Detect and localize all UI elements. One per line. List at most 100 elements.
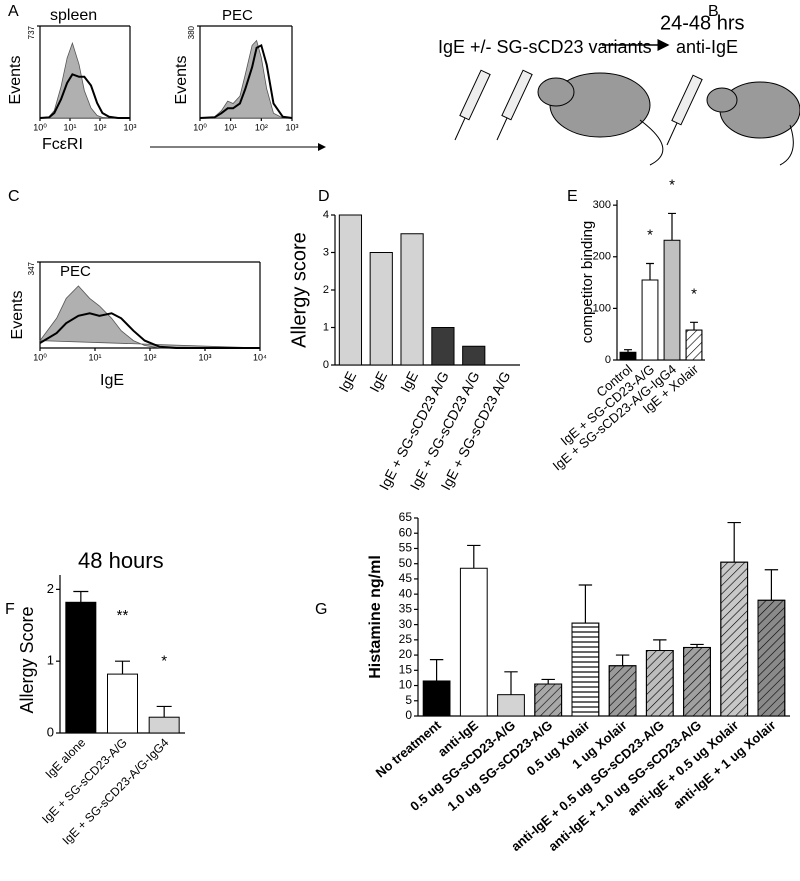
error-bar (690, 321, 698, 331)
y-tick-label: 15 (399, 662, 413, 676)
y-tick-label: 0 (605, 354, 611, 366)
panel-letter: A (8, 3, 19, 20)
error-bar (467, 544, 481, 569)
y-tick-label: 1 (47, 653, 54, 668)
bar (459, 567, 488, 717)
bar (369, 252, 393, 366)
x-tick-label: IgE (335, 369, 359, 395)
y-tick-label: 2 (47, 581, 54, 596)
error-bar (541, 678, 555, 685)
y-tick-label: 55 (399, 541, 413, 555)
histogram-line (39, 73, 130, 119)
y-tick-label: 20 (399, 647, 413, 661)
significance: * (161, 652, 167, 669)
y-tick-label: 380 (187, 25, 196, 39)
panel-letter: C (8, 188, 20, 205)
bar-hatch (608, 665, 637, 717)
bar-hatch (645, 650, 674, 717)
x-tick-label: No treatment (373, 717, 445, 780)
bar-hatch (685, 329, 703, 361)
panel-letter: D (318, 188, 330, 205)
bar-hatch (757, 599, 786, 717)
error-bar (578, 584, 593, 624)
chart-title: 48 hours (78, 548, 164, 573)
bar (107, 673, 138, 734)
y-axis-title: Histamine ng/ml (367, 555, 384, 679)
histogram-line (199, 43, 293, 119)
y-axis-title: competitor binding (579, 221, 596, 344)
x-tick-label: 10⁰ (193, 122, 207, 132)
y-tick-label: 25 (399, 632, 413, 646)
bar (422, 680, 451, 717)
significance: * (669, 176, 675, 193)
x-axis-title: FcεRI (42, 136, 83, 153)
y-tick-label: 3 (323, 246, 329, 258)
histogram-area (199, 39, 292, 119)
y-tick-label: 5 (405, 693, 412, 707)
y-axis-title: Allergy Score (17, 606, 37, 713)
y-tick-label: 30 (399, 617, 413, 631)
error-bar (115, 660, 130, 675)
chart-title: PEC (222, 7, 253, 24)
error-bar (73, 590, 89, 603)
x-tick-label: IgE (397, 369, 421, 395)
y-tick-label: 45 (399, 571, 413, 585)
x-tick-label: 10⁴ (253, 352, 267, 362)
error-bar (156, 705, 172, 718)
error-bar (764, 569, 779, 601)
panel-letter: E (567, 188, 578, 205)
bar (619, 351, 637, 361)
histogram-area (39, 285, 261, 349)
error-bar (615, 654, 630, 666)
x-tick-label: 10² (143, 352, 156, 362)
bar (462, 345, 486, 366)
chart-title: PEC (60, 263, 91, 280)
x-tick-label: 10⁰ (33, 352, 47, 362)
y-tick-label: 65 (399, 510, 413, 524)
error-bar (429, 659, 444, 681)
x-tick-label: 10¹ (63, 122, 76, 132)
diagram-b: B 24-48 hrs IgE +/- SG-sCD23 variants an… (438, 3, 800, 166)
x-tick-label: 10⁰ (33, 122, 47, 132)
bar (65, 601, 97, 734)
syringe (454, 69, 703, 146)
y-tick-label: 40 (399, 586, 413, 600)
error-bar (727, 521, 741, 563)
x-tick-label: 10¹ (88, 352, 101, 362)
chart-title: spleen (50, 7, 97, 24)
mouse (537, 72, 800, 166)
y-tick-label: 0 (47, 724, 54, 739)
bar (663, 239, 681, 361)
y-tick-label: 347 (27, 261, 36, 275)
y-tick-label: 737 (27, 25, 36, 39)
histogram-area (39, 41, 130, 119)
x-tick-label: 10¹ (224, 122, 237, 132)
error-bar (690, 643, 704, 648)
y-tick-label: 50 (399, 556, 413, 570)
error-bar (668, 212, 676, 241)
x-tick-label: 10³ (285, 122, 298, 132)
panel-letter: F (5, 601, 15, 618)
x-tick-label: 10³ (198, 352, 211, 362)
y-tick-label: 4 (323, 209, 329, 221)
step-label: IgE +/- SG-sCD23 variants (438, 37, 652, 57)
bar-hatch (720, 561, 749, 717)
panel-letter: B (708, 3, 719, 20)
x-tick-label: 10³ (123, 122, 136, 132)
time-label: 24-48 hrs (660, 12, 745, 34)
error-bar (653, 639, 667, 651)
x-axis-title: IgE (100, 372, 124, 389)
histogram-line (39, 312, 260, 349)
bar (431, 327, 455, 366)
y-tick-label: 35 (399, 602, 413, 616)
bar (497, 694, 525, 717)
y-tick-label: 200 (593, 251, 611, 263)
error-bar (504, 671, 518, 695)
y-tick-label: 60 (399, 525, 413, 539)
y-tick-label: 2 (323, 284, 329, 296)
panel-letter: G (315, 601, 327, 618)
step-label: anti-IgE (676, 37, 738, 57)
x-tick-label: IgE (366, 369, 390, 395)
y-axis-title: Events (7, 56, 24, 105)
bar-hatch (534, 683, 563, 717)
